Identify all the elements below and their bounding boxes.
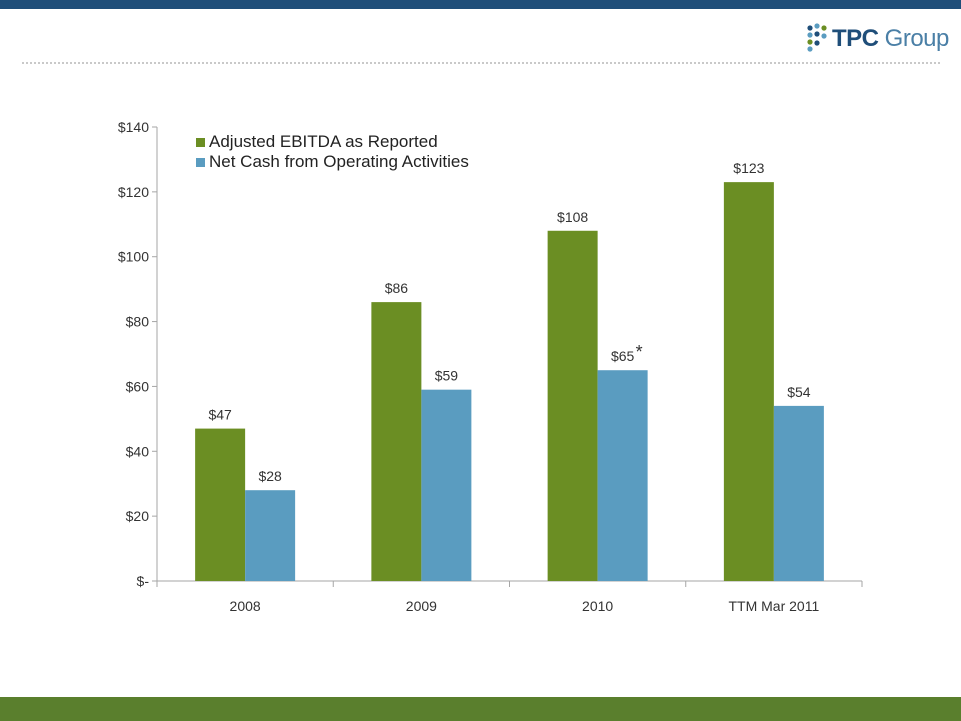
- x-tick-label: 2010: [582, 598, 613, 614]
- data-label: $54: [787, 384, 811, 400]
- legend-swatch: [196, 158, 205, 167]
- bar-adjusted-ebitda-3: [723, 182, 774, 581]
- header-divider: [22, 62, 940, 64]
- data-label: $123: [733, 160, 764, 176]
- data-label: $59: [435, 368, 459, 384]
- bar-net-cash-2: [597, 370, 648, 581]
- data-label: $47: [208, 407, 232, 423]
- y-tick-label: $20: [126, 508, 150, 524]
- asterisk-annotation: *: [636, 342, 643, 362]
- x-tick-label: 2009: [406, 598, 437, 614]
- y-tick-label: $80: [126, 314, 150, 330]
- y-tick-label: $120: [118, 184, 149, 200]
- y-tick-label: $100: [118, 249, 149, 265]
- y-tick-label: $-: [137, 573, 150, 589]
- header-bar: [0, 0, 961, 9]
- legend-swatch: [196, 138, 205, 147]
- logo-brand: TPC: [832, 25, 879, 52]
- legend-label: Adjusted EBITDA as Reported: [209, 132, 438, 151]
- data-label: $65: [611, 348, 635, 364]
- data-label: $108: [557, 209, 588, 225]
- bar-net-cash-3: [773, 405, 824, 581]
- data-label: $86: [385, 280, 409, 296]
- legend-label: Net Cash from Operating Activities: [209, 152, 469, 171]
- tpc-group-logo: TPC Group: [806, 22, 949, 56]
- x-tick-label: 2008: [230, 598, 261, 614]
- logo-dots-icon: [807, 23, 827, 52]
- logo-wordmark: TPC Group: [832, 26, 949, 52]
- y-tick-label: $60: [126, 378, 150, 394]
- bar-chart: $- $20 $40 $60 $80 $100 $120 $140 2008 2009 2010 TT…: [118, 119, 863, 614]
- bar-net-cash-0: [245, 490, 296, 581]
- logo-suffix: Group: [884, 25, 950, 52]
- bar-adjusted-ebitda-0: [195, 428, 246, 581]
- bar-adjusted-ebitda-2: [547, 230, 598, 581]
- x-tick-label: TTM Mar 2011: [728, 598, 819, 614]
- data-label: $28: [258, 468, 282, 484]
- footer-bar: [0, 697, 961, 721]
- bar-net-cash-1: [421, 389, 472, 581]
- y-tick-label: $140: [118, 119, 149, 135]
- bar-adjusted-ebitda-1: [371, 302, 422, 581]
- y-tick-label: $40: [126, 443, 150, 459]
